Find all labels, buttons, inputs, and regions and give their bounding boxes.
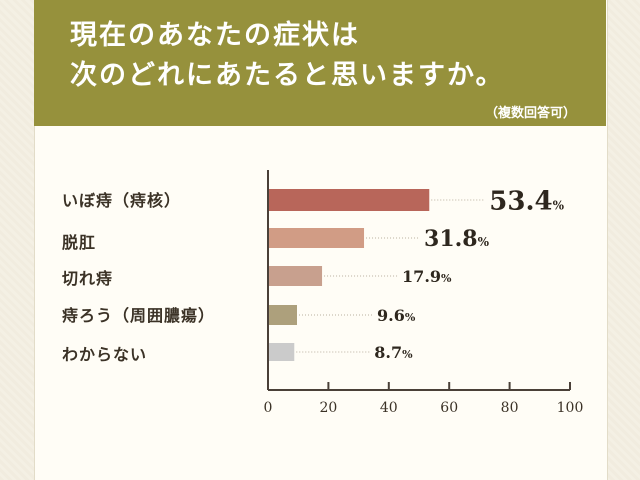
question-title-line2: 次のどれにあたると思いますか。 <box>70 60 505 91</box>
bar <box>269 228 365 248</box>
bar <box>269 305 297 325</box>
bar <box>269 266 323 286</box>
value-unit: % <box>405 311 416 324</box>
value-label: 53.4% <box>489 186 564 216</box>
x-tick-label: 0 <box>264 400 273 416</box>
x-tick-label: 80 <box>501 400 519 416</box>
bar <box>269 343 295 361</box>
category-label: 切れ痔 <box>62 269 114 288</box>
category-label: 痔ろう（周囲膿瘍） <box>62 306 216 325</box>
question-title: 現在のあなたの症状は 次のどれにあたると思いますか。 <box>70 16 590 96</box>
value-label: 9.6% <box>377 306 416 325</box>
category-label: いぼ痔（痔核） <box>62 191 182 210</box>
x-tick-label: 60 <box>440 400 458 416</box>
x-tick-label: 20 <box>319 400 337 416</box>
value-unit: % <box>478 235 490 249</box>
category-label: 脱肛 <box>62 233 97 252</box>
x-tick-label: 100 <box>557 400 584 416</box>
multiple-answer-note: （複数回答可） <box>484 106 576 121</box>
value-label: 8.7% <box>374 343 413 362</box>
value-unit: % <box>553 198 565 212</box>
question-header <box>34 0 606 126</box>
value-label: 31.8% <box>424 226 490 252</box>
question-title-line1: 現在のあなたの症状は <box>70 20 360 51</box>
category-label: わからない <box>62 345 148 364</box>
value-label: 17.9% <box>402 267 452 286</box>
x-tick-label: 40 <box>380 400 398 416</box>
value-unit: % <box>402 348 413 361</box>
bar <box>269 189 430 211</box>
value-unit: % <box>441 272 452 285</box>
